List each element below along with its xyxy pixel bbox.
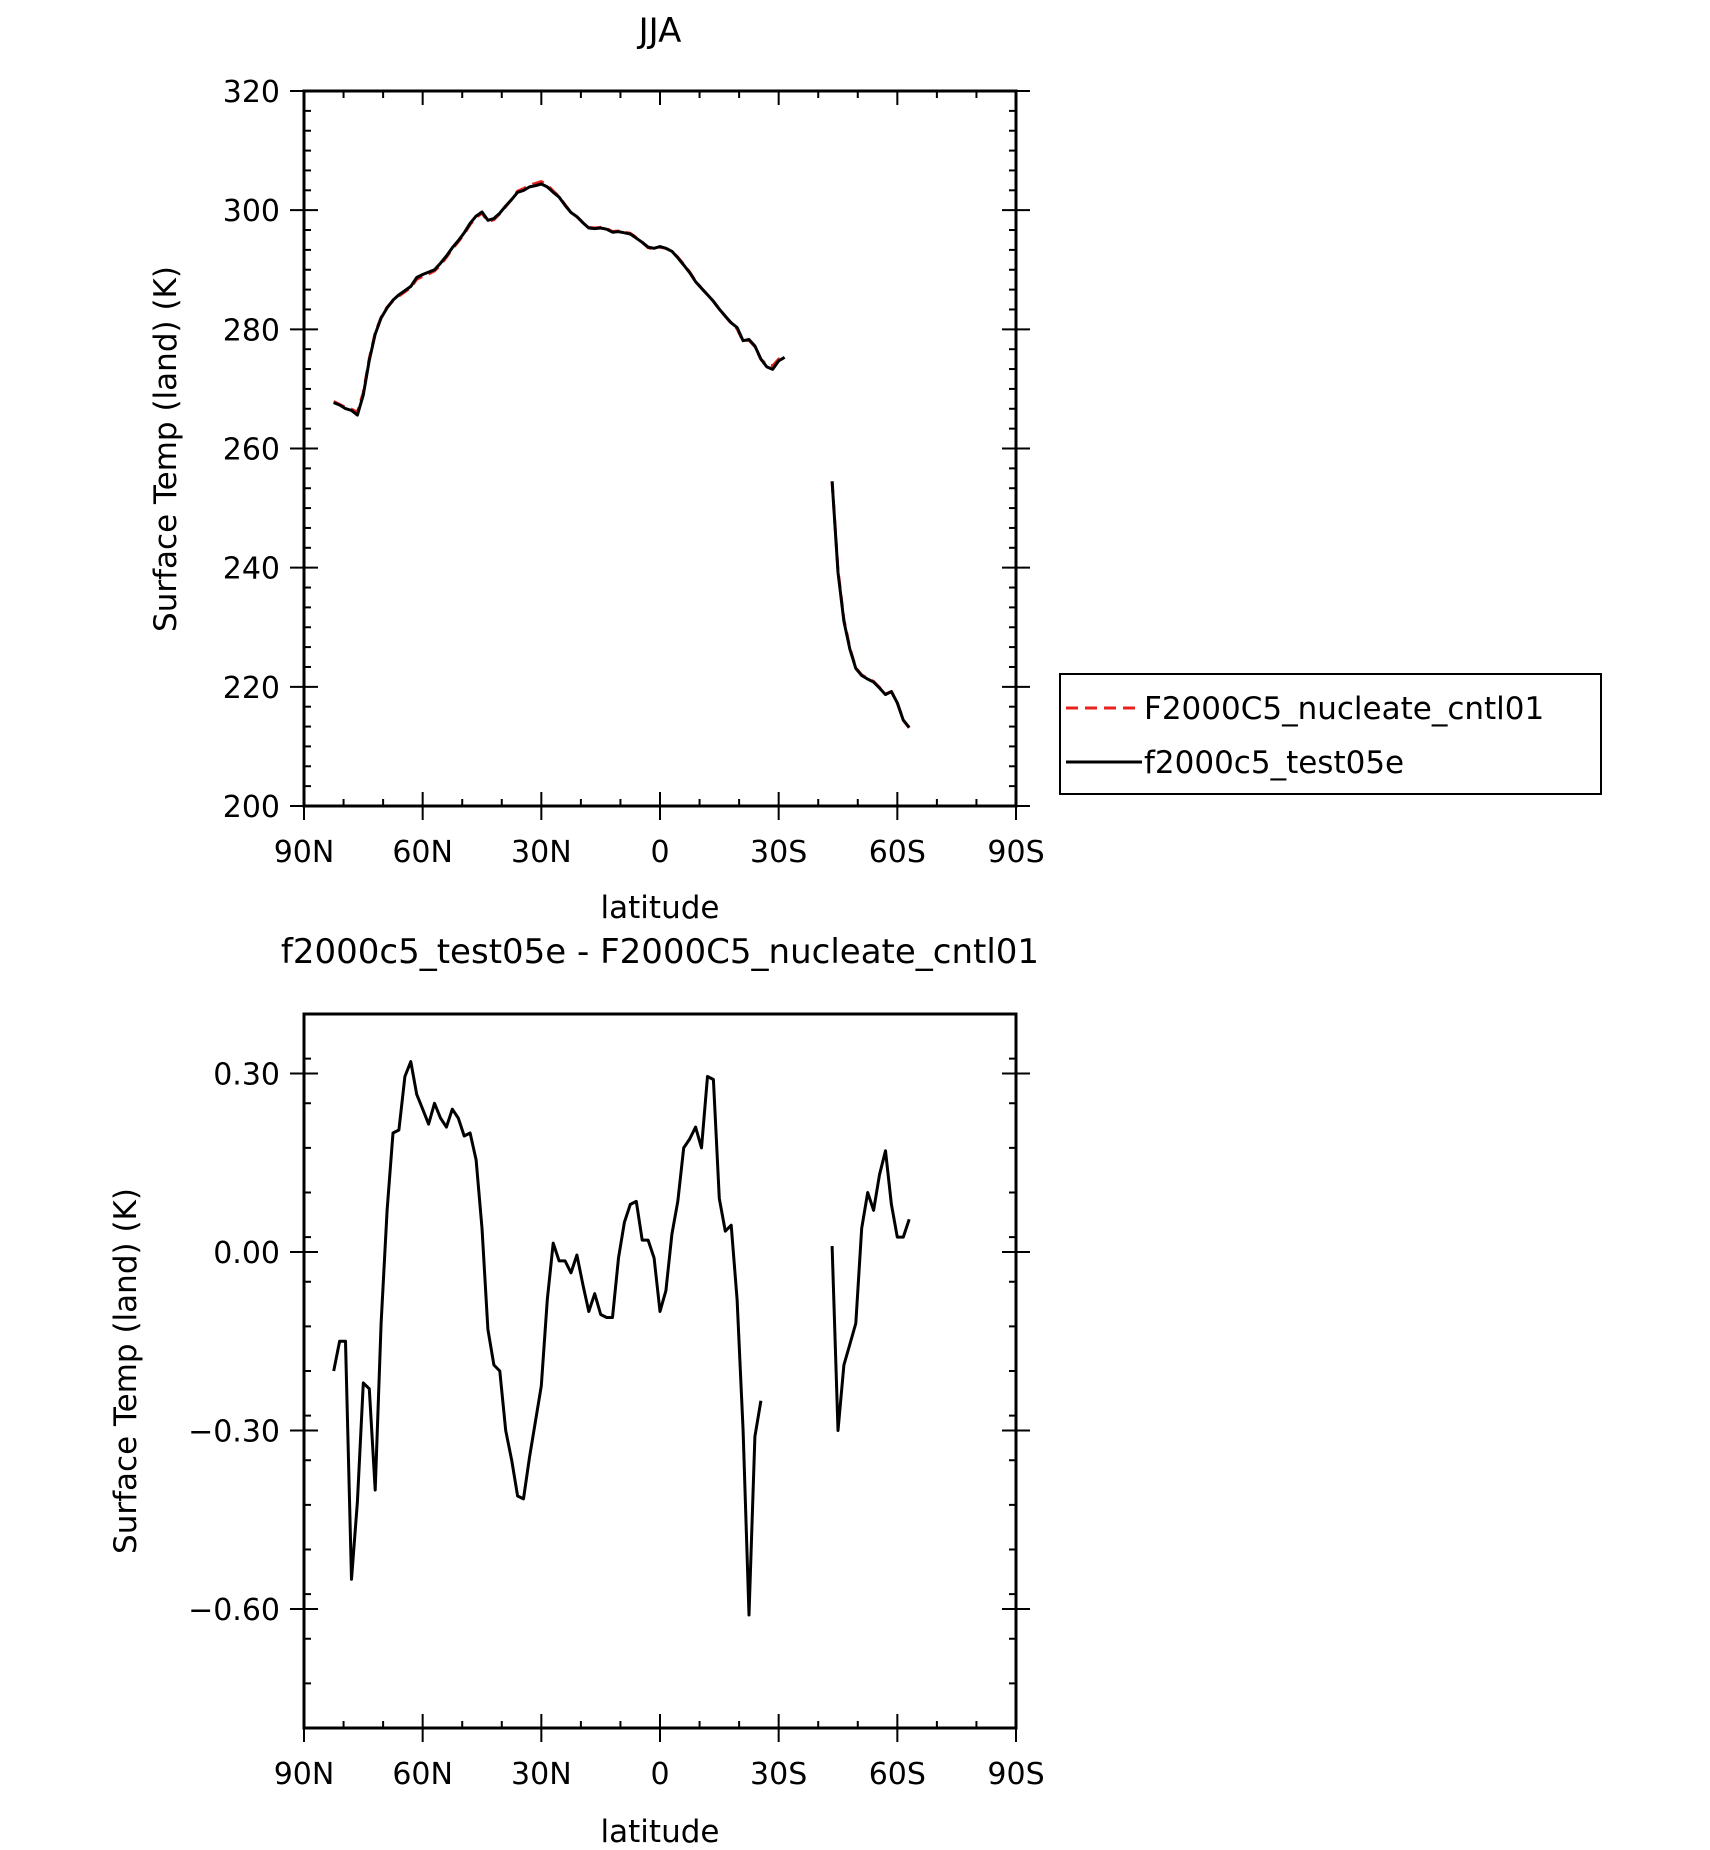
bottom-y-tick-label: −0.60	[188, 1593, 280, 1628]
top-series-1-line-1	[830, 481, 911, 729]
top-x-tick-label: 90N	[274, 835, 335, 870]
bottom-chart-title: f2000c5_test05e - F2000C5_nucleate_cntl0…	[281, 932, 1039, 972]
bottom-x-tick-label: 30S	[750, 1757, 807, 1792]
bottom-plot-frame	[302, 1012, 1018, 1730]
top-series-1-line-0	[333, 182, 786, 417]
bottom-y-tick-label: −0.30	[188, 1415, 280, 1450]
bottom-series-0-line-0	[332, 1060, 763, 1617]
bottom-x-tick-label: 0	[650, 1757, 669, 1792]
top-y-tick-label: 300	[223, 194, 280, 229]
top-y-axis-label: Surface Temp (land) (K)	[148, 266, 184, 632]
top-x-tick-label: 30S	[750, 835, 807, 870]
bottom-x-tick-label: 60S	[869, 1757, 926, 1792]
bottom-series-0-line-1	[830, 1149, 911, 1432]
top-x-tick-label: 0	[650, 835, 669, 870]
top-y-tick-label: 280	[223, 313, 280, 348]
top-x-tick-label: 60N	[392, 835, 453, 870]
top-chart-title: JJA	[637, 11, 682, 51]
top-plot-frame	[302, 89, 1018, 808]
top-x-axis-label: latitude	[601, 890, 720, 926]
top-x-tick-label: 60S	[869, 835, 926, 870]
top-x-tick-label: 90S	[987, 835, 1044, 870]
top-y-tick-label: 240	[223, 552, 280, 587]
bottom-x-tick-label: 90S	[987, 1757, 1044, 1792]
top-series-0-line-1	[830, 481, 911, 729]
top-y-tick-label: 260	[223, 433, 280, 468]
top-y-tick-label: 200	[223, 790, 280, 825]
bottom-chart: f2000c5_test05e - F2000C5_nucleate_cntl0…	[108, 932, 1045, 1850]
bottom-y-axis-label: Surface Temp (land) (K)	[108, 1188, 144, 1554]
bottom-x-tick-label: 90N	[274, 1757, 335, 1792]
top-series-0-line-0	[333, 180, 786, 414]
legend-label-test05e: f2000c5_test05e	[1144, 745, 1404, 781]
bottom-y-tick-label: 0.30	[213, 1058, 280, 1093]
legend: F2000C5_nucleate_cntl01 f2000c5_test05e	[1059, 673, 1602, 795]
legend-box	[1059, 673, 1602, 795]
bottom-x-tick-label: 60N	[392, 1757, 453, 1792]
bottom-x-tick-label: 30N	[511, 1757, 572, 1792]
top-x-tick-label: 30N	[511, 835, 572, 870]
top-y-tick-label: 320	[223, 75, 280, 110]
bottom-y-tick-label: 0.00	[213, 1236, 280, 1271]
top-y-tick-label: 220	[223, 671, 280, 706]
legend-label-cntl01: F2000C5_nucleate_cntl01	[1144, 691, 1544, 727]
bottom-x-axis-label: latitude	[601, 1814, 720, 1850]
top-chart: JJA 90N 60N 30N 0 30S 60S 90S 200 220 240 260 280 30…	[148, 11, 1045, 926]
